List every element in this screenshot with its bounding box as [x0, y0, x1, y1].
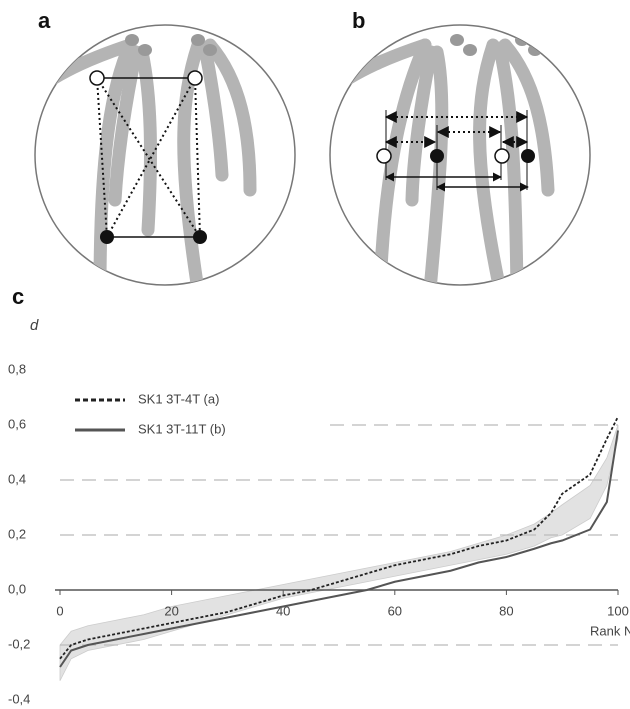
y-tick-label: -0,4	[8, 691, 30, 706]
chart: c d Rank No. -0,4-0,20,00,20,40,60,80204…	[8, 284, 630, 707]
y-axis-label: d	[30, 317, 39, 334]
series-line	[59, 416, 619, 660]
band	[59, 424, 619, 681]
x-tick-label: 80	[499, 603, 513, 618]
legend-label: SK1 3T-11T (b)	[138, 421, 226, 436]
panel-a	[34, 24, 296, 286]
y-tick-label: 0,2	[8, 526, 26, 541]
x-tick-label: 100	[607, 603, 629, 618]
panel-label: a	[38, 8, 51, 33]
x-tick-label: 0	[56, 603, 63, 618]
x-axis-label: Rank No.	[590, 623, 630, 638]
panel-label: b	[352, 8, 365, 33]
y-tick-label: 0,4	[8, 471, 26, 486]
legend-label: SK1 3T-4T (a)	[138, 391, 219, 406]
y-tick-label: 0,8	[8, 361, 26, 376]
y-tick-label: 0,0	[8, 581, 26, 596]
x-tick-label: 60	[388, 603, 402, 618]
series-line	[59, 430, 619, 668]
panel-label: c	[12, 284, 24, 309]
y-tick-label: -0,2	[8, 636, 30, 651]
y-tick-label: 0,6	[8, 416, 26, 431]
panel-b	[329, 24, 591, 286]
x-tick-label: 20	[164, 603, 178, 618]
